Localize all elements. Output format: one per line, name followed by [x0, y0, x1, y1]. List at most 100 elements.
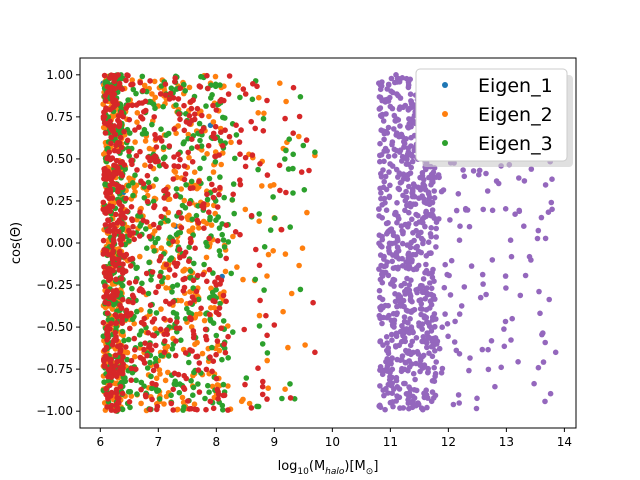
- point-series-4: [152, 131, 158, 138]
- point-series-5: [521, 223, 527, 229]
- point-series-4: [161, 195, 167, 201]
- point-series-4: [256, 262, 263, 269]
- point-series-4: [155, 283, 162, 290]
- point-series-5: [377, 276, 384, 283]
- point-series-5: [389, 337, 395, 344]
- point-series-5: [485, 346, 491, 353]
- point-series-5: [378, 83, 385, 89]
- point-series-3: [146, 259, 152, 266]
- point-series-4: [191, 297, 197, 303]
- point-series-5: [421, 313, 428, 319]
- point-series-4: [111, 261, 118, 268]
- point-series-4: [248, 405, 255, 411]
- point-series-5: [395, 264, 402, 271]
- point-series-2: [162, 377, 169, 384]
- point-series-4: [111, 337, 118, 343]
- point-series-2: [173, 130, 179, 137]
- point-series-3: [217, 138, 224, 144]
- point-series-4: [102, 222, 109, 228]
- point-series-5: [516, 207, 522, 214]
- point-series-4: [103, 290, 110, 297]
- point-series-4: [143, 270, 150, 277]
- point-series-5: [526, 253, 533, 260]
- point-series-5: [406, 282, 413, 288]
- point-series-3: [166, 240, 172, 247]
- point-series-5: [440, 187, 447, 193]
- point-series-3: [272, 215, 278, 221]
- point-series-4: [240, 86, 247, 92]
- point-series-3: [168, 255, 175, 261]
- point-series-5: [393, 398, 400, 404]
- point-series-2: [187, 289, 193, 295]
- point-series-5: [394, 303, 400, 310]
- point-series-5: [516, 175, 522, 181]
- point-series-5: [391, 126, 397, 132]
- point-series-5: [376, 206, 382, 212]
- point-series-4: [298, 169, 305, 175]
- point-series-3: [186, 244, 192, 250]
- point-series-5: [473, 405, 480, 412]
- point-series-3: [206, 175, 213, 182]
- point-series-2: [265, 385, 272, 392]
- point-series-5: [423, 267, 430, 274]
- point-series-5: [406, 209, 412, 216]
- point-series-5: [466, 367, 472, 374]
- point-series-5: [389, 321, 396, 328]
- point-series-4: [221, 341, 227, 348]
- point-series-4: [166, 266, 173, 273]
- point-series-3: [178, 337, 184, 344]
- point-series-4: [175, 151, 181, 158]
- point-series-4: [255, 365, 261, 372]
- point-series-4: [119, 296, 126, 303]
- point-series-2: [201, 317, 208, 324]
- point-series-4: [137, 209, 143, 215]
- point-series-4: [100, 319, 107, 326]
- point-series-2: [138, 307, 144, 313]
- point-series-4: [163, 327, 170, 333]
- point-series-4: [180, 288, 187, 294]
- point-series-4: [204, 72, 210, 79]
- point-series-3: [191, 260, 197, 267]
- point-series-4: [126, 399, 133, 405]
- point-series-4: [252, 125, 258, 132]
- point-series-3: [147, 359, 153, 366]
- point-series-4: [215, 238, 221, 244]
- point-series-3: [256, 211, 263, 217]
- point-series-4: [102, 130, 109, 136]
- point-series-4: [192, 111, 198, 117]
- point-series-4: [213, 375, 220, 382]
- point-series-3: [143, 226, 149, 232]
- point-series-5: [389, 105, 396, 112]
- point-series-5: [405, 250, 412, 256]
- point-series-4: [176, 246, 183, 253]
- point-series-4: [100, 199, 107, 206]
- point-series-5: [391, 317, 398, 324]
- point-series-5: [377, 152, 383, 159]
- point-series-3: [139, 73, 146, 80]
- point-series-5: [418, 249, 425, 256]
- point-series-3: [189, 216, 196, 223]
- point-series-5: [385, 153, 392, 160]
- point-series-4: [150, 367, 157, 374]
- point-series-4: [104, 193, 110, 199]
- point-series-5: [423, 200, 430, 206]
- point-series-3: [222, 115, 228, 121]
- point-series-4: [202, 326, 209, 333]
- point-series-2: [149, 91, 155, 97]
- point-series-4: [182, 171, 189, 177]
- point-series-4: [220, 292, 227, 299]
- point-series-5: [403, 259, 409, 265]
- y-tick-label: 0.50: [46, 152, 73, 166]
- legend-marker-eigen-1: [442, 82, 448, 88]
- point-series-4: [163, 186, 169, 193]
- point-series-4: [105, 300, 112, 307]
- point-series-4: [115, 395, 122, 401]
- point-series-4: [104, 205, 110, 211]
- point-series-3: [219, 402, 226, 409]
- point-series-5: [381, 136, 387, 143]
- point-series-5: [401, 366, 408, 373]
- point-series-5: [405, 171, 411, 178]
- point-series-4: [209, 368, 215, 375]
- point-series-3: [145, 290, 152, 297]
- point-series-3: [152, 355, 159, 362]
